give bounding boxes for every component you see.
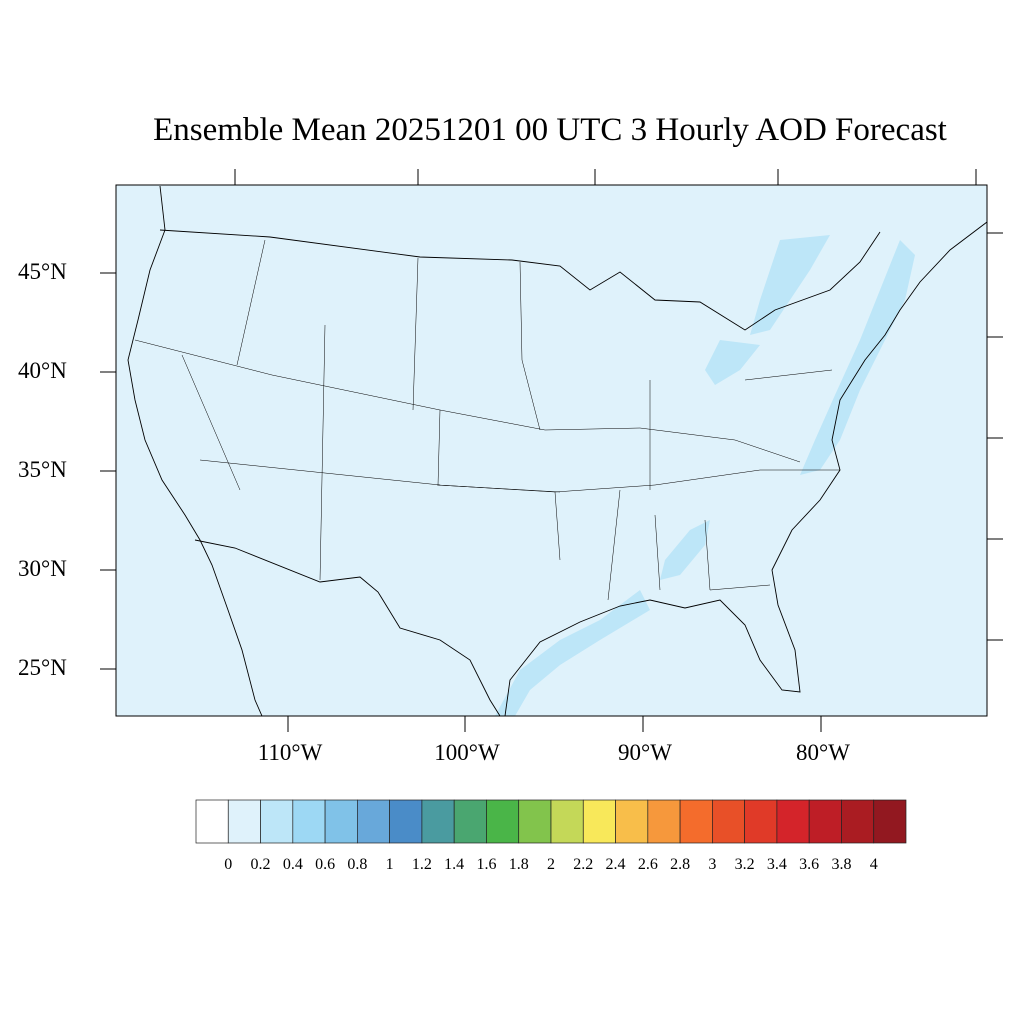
colorbar-swatch [679,799,713,844]
mexico-border [194,539,501,716]
colorbar-tick-label: 0.6 [315,856,336,873]
lon-label-90w: 90°W [618,740,672,765]
map-background [116,185,987,716]
colorbar-swatch [808,799,842,844]
colorbar-swatch [518,799,552,844]
colorbar-tick-label: 3.6 [799,856,820,873]
gulf-coast [504,221,987,716]
colorbar-tick-label: 0 [224,856,233,873]
map-frame [115,184,988,717]
colorbar-swatch [712,799,745,844]
state-lines [134,239,840,601]
colorbar-tick-label: 1.4 [444,856,465,873]
lon-label-80w: 80°W [796,740,850,765]
colorbar-swatch [453,799,487,844]
lat-label-40n: 40°N [18,358,67,383]
colorbar-tick-label: 2.4 [605,856,626,873]
colorbar-tick-label: 1 [385,856,394,873]
colorbar-swatch [227,799,261,844]
colorbar-swatch [582,799,616,844]
colorbar-swatch [744,799,778,844]
aod-plume-northeast [750,235,830,335]
colorbar-swatch [195,799,229,844]
lat-label-25n: 25°N [18,655,67,680]
colorbar-tick-label: 1.8 [508,856,529,873]
colorbar-tick-label: 3.2 [734,856,755,873]
colorbar-swatch [421,799,455,844]
coastline [127,185,263,716]
figure-title: Ensemble Mean 20251201 00 UTC 3 Hourly A… [0,112,1024,149]
colorbar-tick-label: 2.6 [637,856,658,873]
colorbar-swatch [776,799,810,844]
lon-label-100w: 100°W [434,740,500,765]
colorbar-tick-label: 1.2 [411,856,432,873]
lat-label-30n: 30°N [18,556,67,581]
colorbar-swatch [292,799,326,844]
colorbar-swatch [324,799,358,844]
colorbar-swatch [550,799,584,844]
colorbar-tick-label: 0.2 [250,856,271,873]
aod-plume-lakes [705,340,760,385]
coastlines-borders [127,185,987,716]
colorbar-tick-label: 0.8 [347,856,368,873]
aod-plume-coast [800,240,915,475]
colorbar-swatch [260,799,294,844]
colorbar-tick-label: 3 [708,856,717,873]
map-ticks [100,169,1003,732]
colorbar-swatch [873,799,907,844]
colorbar-swatch [486,799,520,844]
aod-plume-gulf [495,590,650,716]
lat-label-35n: 35°N [18,457,67,482]
colorbar-tick-label: 0.4 [282,856,303,873]
canada-border [159,229,881,331]
colorbar-tick-label: 3.8 [831,856,852,873]
colorbar-tick-label: 3.4 [766,856,787,873]
colorbar-swatch [357,799,390,844]
colorbar-tick-label: 2.2 [573,856,594,873]
colorbar-swatch [615,799,649,844]
colorbar-tick-label: 1.6 [476,856,497,873]
lon-label-110w: 110°W [257,740,323,765]
colorbar-tick-label: 2.8 [670,856,691,873]
colorbar [195,799,907,844]
colorbar-swatch [647,799,681,844]
lat-label-45n: 45°N [18,259,67,284]
aod-plume-southeast [660,520,710,580]
aod-plumes [495,235,915,716]
colorbar-tick-label: 2 [547,856,555,873]
colorbar-swatch [841,799,875,844]
colorbar-swatch [389,799,423,844]
title-text: Ensemble Mean 20251201 00 UTC 3 Hourly A… [153,112,947,148]
colorbar-tick-label: 4 [869,856,878,873]
